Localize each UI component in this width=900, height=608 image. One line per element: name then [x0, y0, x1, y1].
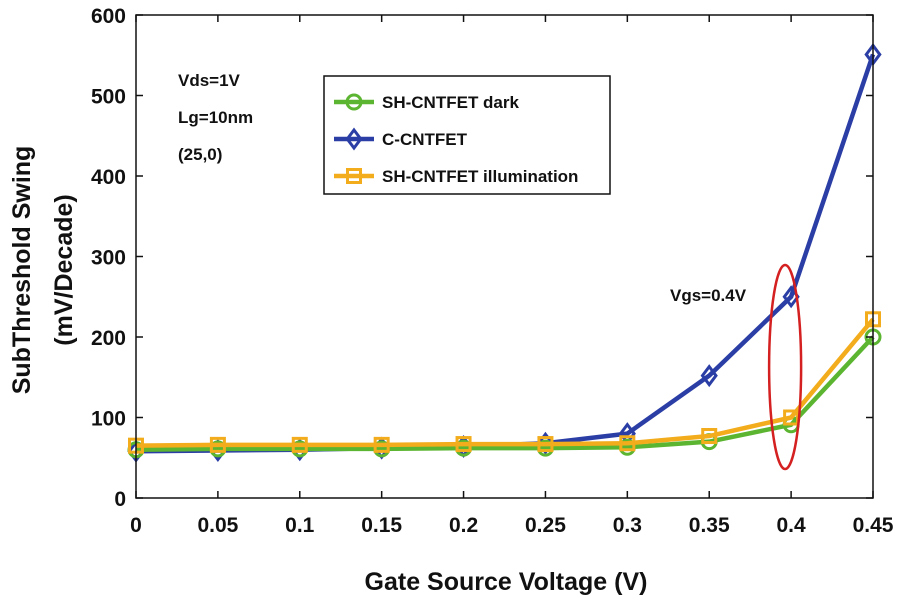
- legend-label: SH-CNTFET dark: [382, 93, 520, 112]
- x-tick-label: 0.25: [525, 514, 566, 537]
- x-tick-label: 0.1: [285, 514, 315, 537]
- x-axis-title: Gate Source Voltage (V): [365, 568, 648, 596]
- vgs-highlight-label: Vgs=0.4V: [670, 286, 747, 305]
- data-point: [700, 364, 718, 388]
- data-point: [619, 435, 636, 452]
- legend-marker: [346, 168, 362, 184]
- x-tick-label: 0.2: [449, 514, 478, 537]
- y-tick-label: 100: [91, 408, 126, 431]
- y-tick-label: 200: [91, 327, 126, 350]
- vgs-highlight-ellipse: [767, 263, 803, 471]
- y-tick-label: 300: [91, 247, 126, 270]
- legend-label: SH-CNTFET illumination: [382, 167, 578, 186]
- x-tick-label: 0.3: [613, 514, 642, 537]
- param-chirality: (25,0): [178, 145, 222, 164]
- series-line: [135, 317, 875, 448]
- series-line: [135, 335, 875, 452]
- param-vds: Vds=1V: [178, 71, 241, 90]
- y-axis-title-line1: SubThreshold Swing: [8, 146, 36, 395]
- data-point: [537, 436, 554, 453]
- legend-marker: [345, 93, 363, 111]
- data-point: [455, 436, 472, 453]
- x-tick-label: 0.15: [361, 514, 402, 537]
- x-tick-label: 0.05: [197, 514, 238, 537]
- data-point: [536, 431, 555, 455]
- y-tick-label: 0: [114, 488, 126, 511]
- y-tick-label: 600: [91, 5, 126, 28]
- data-point: [209, 436, 226, 453]
- data-point: [291, 436, 308, 453]
- x-tick-label: 0.4: [777, 514, 807, 537]
- y-tick-label: 400: [91, 166, 126, 189]
- legend-label: C-CNTFET: [382, 130, 468, 149]
- legend-marker: [345, 127, 363, 151]
- data-point: [373, 436, 390, 453]
- y-axis-title-line2: (mV/Decade): [50, 194, 78, 345]
- y-tick-label: 500: [91, 86, 126, 109]
- legend-box: [323, 75, 611, 195]
- data-point: [783, 409, 800, 426]
- x-tick-label: 0: [130, 514, 142, 537]
- legend: SH-CNTFET dark C-CNTFET SH-CNTFET illumina…: [323, 75, 611, 195]
- x-tick-label: 0.35: [689, 514, 730, 537]
- x-tick-label: 0.45: [853, 514, 894, 537]
- param-lg: Lg=10nm: [178, 108, 253, 127]
- data-point: [701, 428, 718, 445]
